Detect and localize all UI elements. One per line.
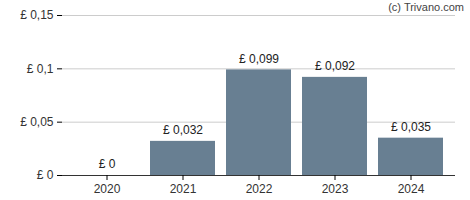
svg-text:2024: 2024 [398,182,425,196]
svg-text:£ 0,035: £ 0,035 [391,120,431,134]
svg-text:£ 0,099: £ 0,099 [239,52,279,66]
svg-text:£ 0,15: £ 0,15 [20,8,54,22]
svg-text:£ 0,1: £ 0,1 [27,62,54,76]
html-text:(c) Trivano.com: (c) Trivano.com [388,1,464,13]
svg-text:£ 0: £ 0 [37,168,54,182]
svg-text:£ 0,032: £ 0,032 [163,123,203,137]
svg-text:£ 0,092: £ 0,092 [315,59,355,73]
svg-text:£ 0,05: £ 0,05 [20,115,54,129]
svg-text:£ 0: £ 0 [99,157,116,171]
svg-text:2021: 2021 [170,182,197,196]
svg-text:2022: 2022 [246,182,273,196]
svg-text:2023: 2023 [322,182,349,196]
svg-text:2020: 2020 [94,182,121,196]
